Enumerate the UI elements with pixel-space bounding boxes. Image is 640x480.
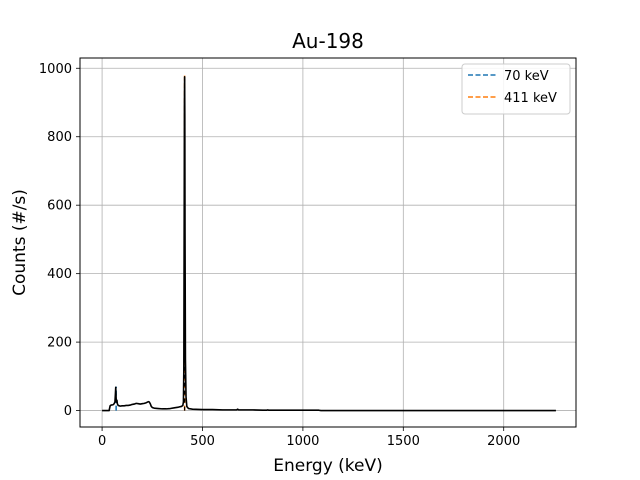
axes-frame (79, 57, 577, 428)
legend-label: 411 keV (504, 91, 557, 106)
spectrum-line (102, 76, 556, 412)
legend-label: 70 keV (504, 69, 549, 84)
y-tick-label: 400 (47, 267, 72, 282)
x-tick-label: 1500 (387, 434, 420, 449)
x-tick-label: 500 (190, 434, 215, 449)
plot-area (102, 75, 556, 412)
legend: 70 keV 411 keV (461, 63, 571, 115)
y-tick-label: 200 (47, 336, 72, 351)
x-tick-label: 2000 (487, 434, 520, 449)
y-tick-label: 600 (47, 199, 72, 214)
y-tick-label: 0 (64, 404, 72, 419)
y-axis-label: Counts (#/s) (10, 189, 30, 296)
chart-title: Au-198 (292, 29, 364, 53)
x-tick-label: 1000 (286, 434, 319, 449)
ticks: 0 500 1000 1500 2000 0 200 400 600 800 1000 (39, 62, 520, 449)
y-tick-label: 1000 (39, 62, 72, 77)
legend-box (461, 63, 571, 115)
x-tick-label: 0 (98, 434, 106, 449)
x-axis-label: Energy (keV) (273, 456, 383, 476)
y-tick-label: 800 (47, 130, 72, 145)
